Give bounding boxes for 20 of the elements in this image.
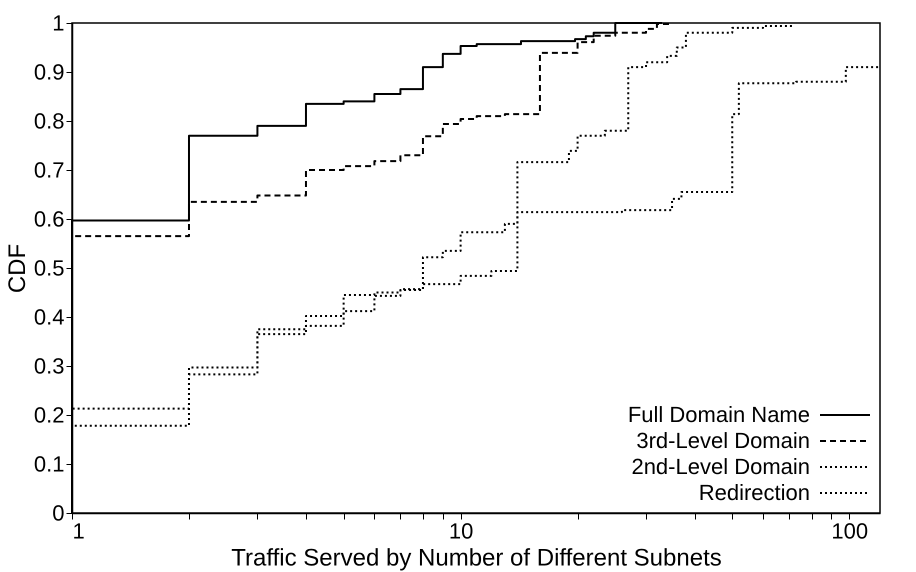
y-tick-label: 0.3 — [34, 354, 64, 378]
y-tick-label: 1 — [52, 10, 64, 36]
y-tick-label: 0.6 — [34, 206, 64, 232]
legend-label: Full Domain Name — [628, 402, 810, 427]
y-tick-label: 0.7 — [34, 158, 64, 182]
y-tick-label: 0.1 — [34, 452, 64, 476]
y-tick-label: 0.4 — [34, 304, 64, 330]
y-tick-label: 0.8 — [34, 108, 64, 134]
legend-label: 3rd-Level Domain — [636, 428, 810, 453]
x-tick-label: 1 — [72, 518, 85, 544]
y-axis-title: CDF — [4, 244, 31, 294]
legend-label: 2nd-Level Domain — [631, 454, 810, 479]
y-tick-label: 0 — [52, 500, 64, 526]
x-axis-title: Traffic Served by Number of Different Subnets — [231, 544, 722, 572]
x-tick-label: 100 — [831, 518, 868, 544]
legend-label: Redirection — [698, 480, 810, 505]
y-tick-label: 0.9 — [34, 60, 64, 84]
y-tick-label: 0.5 — [34, 256, 64, 280]
y-tick-label: 0.2 — [34, 402, 64, 428]
x-tick-label: 10 — [448, 518, 474, 544]
